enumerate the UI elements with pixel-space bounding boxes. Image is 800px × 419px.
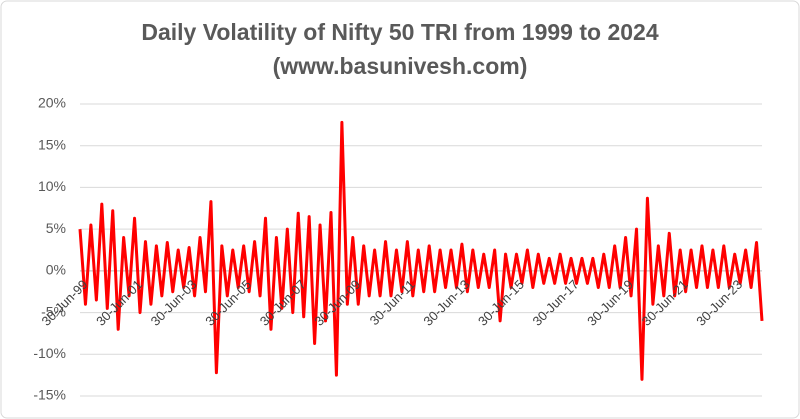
volatility-line [78, 120, 764, 381]
chart-title: Daily Volatility of Nifty 50 TRI from 19… [141, 19, 658, 45]
y-tick-label: 0% [46, 262, 66, 278]
y-tick-label: 5% [46, 220, 66, 236]
y-tick-label: 10% [38, 178, 66, 194]
y-tick-label: 20% [38, 95, 66, 111]
y-tick-label: -10% [33, 345, 66, 361]
y-tick-label: -15% [33, 387, 66, 403]
y-tick-label: 15% [38, 136, 66, 152]
y-tick-label: -5% [41, 303, 66, 319]
chart-subtitle: (www.basunivesh.com) [273, 53, 528, 79]
